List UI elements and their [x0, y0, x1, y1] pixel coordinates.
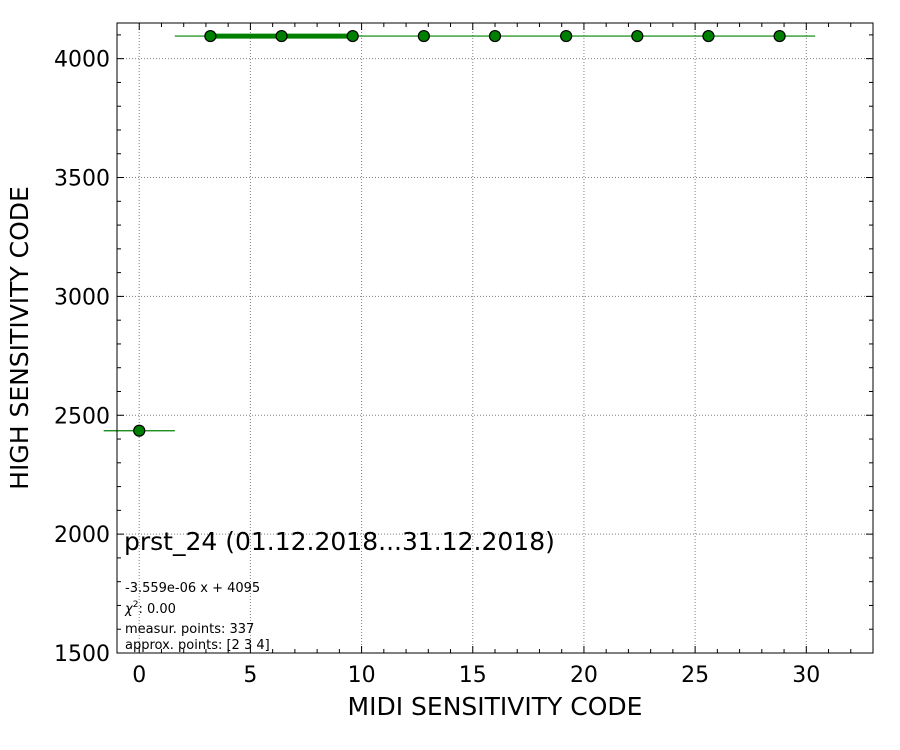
- measur-points: measur. points: 337: [125, 622, 254, 637]
- plot-frame: [116, 22, 874, 654]
- y-tick-label: 3000: [54, 285, 110, 310]
- data-point: [133, 424, 146, 437]
- x-tick-label: 0: [132, 663, 146, 688]
- data-point: [417, 29, 430, 43]
- chart-title: prst_24 (01.12.2018...31.12.2018): [124, 527, 555, 556]
- x-tick-label: 30: [792, 663, 820, 688]
- data-point: [275, 29, 288, 43]
- data-point: [631, 29, 644, 43]
- tick-labels: 0 5 10 15 20 25 30 1500 2000 2500 3000 3500 4000: [54, 48, 820, 688]
- data-point: [773, 29, 786, 43]
- data-point: [560, 29, 573, 43]
- approx-points: approx. points: [2 3 4]: [125, 638, 270, 653]
- y-tick-label: 4000: [54, 48, 110, 73]
- x-tick-label: 5: [243, 663, 257, 688]
- chi-exponent: 2: [133, 600, 139, 610]
- x-axis-label: MIDI SENSITIVITY CODE: [348, 692, 643, 721]
- x-tick-label: 25: [681, 663, 709, 688]
- x-tick-label: 10: [348, 663, 376, 688]
- x-tick-label: 20: [570, 663, 598, 688]
- y-tick-label: 2500: [54, 404, 110, 429]
- x-tick-label: 15: [459, 663, 487, 688]
- data-layer: [103, 29, 816, 437]
- ticks: [116, 23, 874, 654]
- y-tick-label: 3500: [54, 167, 110, 192]
- data-point: [488, 29, 502, 43]
- y-tick-label: 1500: [54, 642, 110, 667]
- chi2-value: : 0.00: [138, 602, 175, 617]
- data-point: [204, 29, 217, 43]
- data-point: [702, 29, 715, 43]
- chi2-annotation: χ2: 0.00: [124, 600, 176, 617]
- y-tick-label: 2000: [54, 523, 110, 548]
- chi-symbol: χ: [124, 602, 134, 617]
- data-point: [346, 29, 359, 43]
- fit-equation: -3.559e-06 x + 4095: [125, 581, 260, 596]
- y-axis-label: HIGH SENSITIVITY CODE: [5, 186, 34, 490]
- grid: [117, 23, 873, 653]
